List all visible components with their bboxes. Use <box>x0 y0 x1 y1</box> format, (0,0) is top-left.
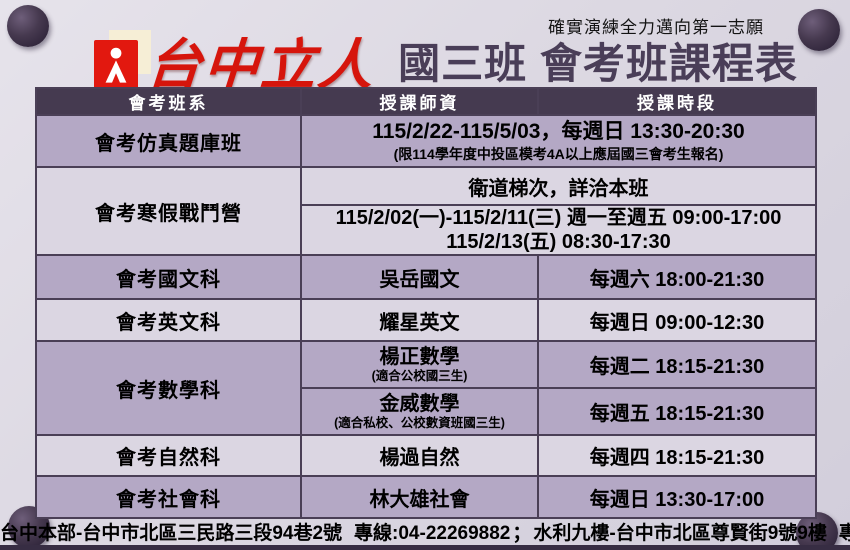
program-name: 會考國文科 <box>35 254 302 300</box>
schedule-line-2: 115/2/13(五) 08:30-17:30 <box>446 231 671 253</box>
schedule-note: (限114學年度中投區模考4A以上應屆國三會考生報名) <box>393 146 724 162</box>
footer-separator: ； <box>512 523 532 544</box>
class-time: 每週日 13:30-17:00 <box>537 475 817 519</box>
schedule-table: 會考班系 授課師資 授課時段 會考仿真題庫班 115/2/22-115/5/03… <box>35 87 817 519</box>
class-time: 每週六 18:00-21:30 <box>537 254 817 300</box>
math-teacher-2-cell: 金威數學 (適合私校、公校數資班國三生) <box>300 387 539 436</box>
teacher-note: (適合私校、公校數資班國三生) <box>334 415 505 430</box>
program-name: 會考數學科 <box>35 340 302 436</box>
class-time: 每週四 18:15-21:30 <box>537 434 817 477</box>
campus-1-phone: 專線:04-22269882 <box>354 523 511 544</box>
corner-pin-top-left <box>7 5 49 47</box>
corner-pin-bottom-right <box>796 512 838 550</box>
page-title: 國三班 會考班課程表 <box>398 40 798 87</box>
teacher-name: 楊過自然 <box>300 434 539 477</box>
teacher-name: 楊正數學 <box>379 345 460 368</box>
class-time: 每週五 18:15-21:30 <box>537 387 817 436</box>
campus-2-phone: 專線:04-22238788 <box>838 523 850 544</box>
header-cell-time: 授課時段 <box>537 87 817 116</box>
math-teacher-1-cell: 楊正數學 (適合公校國三生) <box>300 340 539 389</box>
campus-2-address: 水利九樓-台中市北區尊賢街9號9樓 <box>533 523 827 544</box>
program-name: 會考寒假戰鬥營 <box>35 166 302 256</box>
header-cell-teacher: 授課師資 <box>300 87 539 116</box>
table-row-winter-camp-2: 115/2/02(一)-115/2/11(三) 週一至週五 09:00-17:0… <box>36 204 817 256</box>
class-time: 每週二 18:15-21:30 <box>537 340 817 389</box>
teacher-name: 金威數學 <box>379 392 460 415</box>
table-row-math-1: 會考數學科 楊正數學 (適合公校國三生) 每週二 18:15-21:30 <box>35 340 817 436</box>
table-header-row: 會考班系 授課師資 授課時段 <box>35 87 817 116</box>
corner-pin-top-right <box>798 9 840 51</box>
winter-camp-schedule-cell: 115/2/02(一)-115/2/11(三) 週一至週五 09:00-17:0… <box>300 204 817 256</box>
program-name: 會考仿真題庫班 <box>35 114 302 168</box>
liren-person-icon <box>94 40 138 90</box>
table-row-mock-exam: 會考仿真題庫班 115/2/22-115/5/03，每週日 13:30-20:3… <box>35 114 817 168</box>
bottom-edge-strip <box>0 545 850 550</box>
table-row-winter-camp-1: 會考寒假戰鬥營 衛道梯次，詳洽本班 <box>35 166 817 256</box>
table-row-chinese: 會考國文科 吳岳國文 每週六 18:00-21:30 <box>35 254 817 300</box>
teacher-note: (適合公校國三生) <box>371 368 468 383</box>
header: 台中立人 <box>45 10 377 97</box>
table-row-english: 會考英文科 耀星英文 每週日 09:00-12:30 <box>35 298 817 342</box>
table-row-math-2: 金威數學 (適合私校、公校數資班國三生) 每週五 18:15-21:30 <box>36 387 817 436</box>
schedule-text: 115/2/22-115/5/03，每週日 13:30-20:30 <box>372 120 745 143</box>
footer-contact-bar: 台中本部-台中市北區三民路三段94巷2號 專線:04-22269882；水利九樓-… <box>0 518 850 546</box>
program-name: 會考社會科 <box>35 475 302 519</box>
class-time: 每週日 09:00-12:30 <box>537 298 817 342</box>
program-name: 會考英文科 <box>35 298 302 342</box>
table-row-science: 會考自然科 楊過自然 每週四 18:15-21:30 <box>35 434 817 477</box>
table-row-social: 會考社會科 林大雄社會 每週日 13:30-17:00 <box>35 475 817 519</box>
teacher-name: 耀星英文 <box>300 298 539 342</box>
program-name: 會考自然科 <box>35 434 302 477</box>
winter-camp-weidao-cell: 衛道梯次，詳洽本班 <box>300 166 817 206</box>
schedule-line-1: 115/2/02(一)-115/2/11(三) 週一至週五 09:00-17:0… <box>335 207 782 229</box>
teacher-name: 林大雄社會 <box>300 475 539 519</box>
slogan-text: 確實演練全力邁向第一志願 <box>548 18 764 37</box>
teacher-name: 吳岳國文 <box>300 254 539 300</box>
mock-exam-schedule-cell: 115/2/22-115/5/03，每週日 13:30-20:30 (限114學… <box>300 114 817 168</box>
header-cell-program: 會考班系 <box>35 87 302 116</box>
campus-1-address: 台中本部-台中市北區三民路三段94巷2號 <box>0 523 343 544</box>
